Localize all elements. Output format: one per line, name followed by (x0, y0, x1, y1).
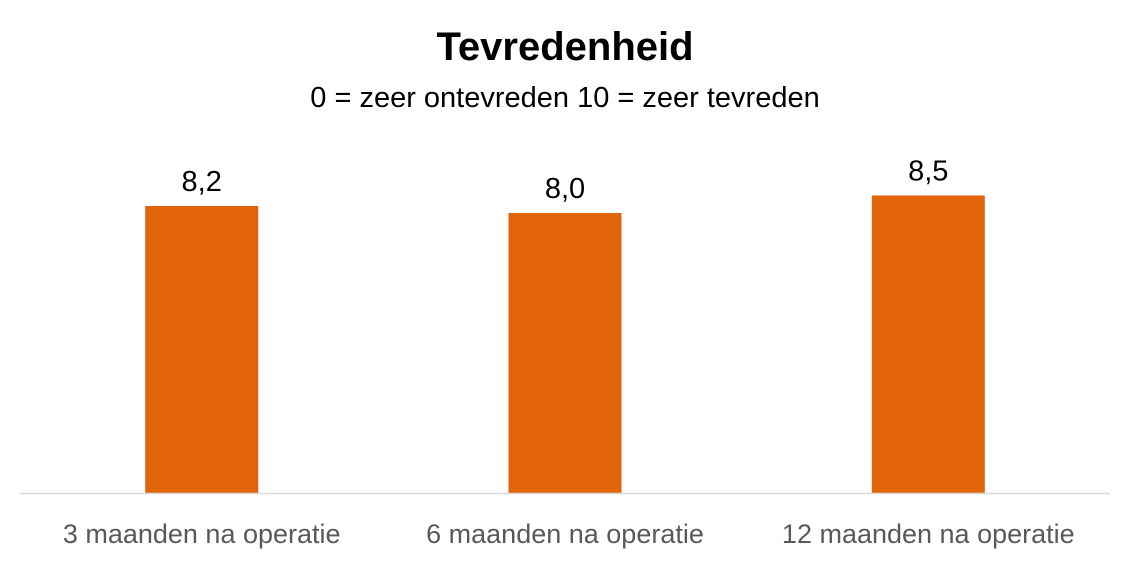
bar-2 (508, 213, 622, 493)
bar-1 (145, 206, 259, 493)
x-tick-label-2: 6 maanden na operatie (426, 519, 704, 549)
bars-group (145, 195, 985, 493)
chart-subtitle: 0 = zeer ontevreden 10 = zeer tevreden (310, 82, 819, 114)
bar-3 (871, 195, 985, 493)
data-labels-group: 8,2 8,0 8,5 (182, 156, 949, 206)
data-label-3: 8,5 (908, 156, 948, 188)
data-label-2: 8,0 (545, 173, 585, 205)
x-tick-label-3: 12 maanden na operatie (782, 519, 1075, 549)
x-tick-label-1: 3 maanden na operatie (63, 519, 341, 549)
data-label-1: 8,2 (182, 166, 222, 198)
chart-title: Tevredenheid (436, 25, 693, 69)
x-tick-labels-group: 3 maanden na operatie 6 maanden na operat… (63, 519, 1075, 549)
